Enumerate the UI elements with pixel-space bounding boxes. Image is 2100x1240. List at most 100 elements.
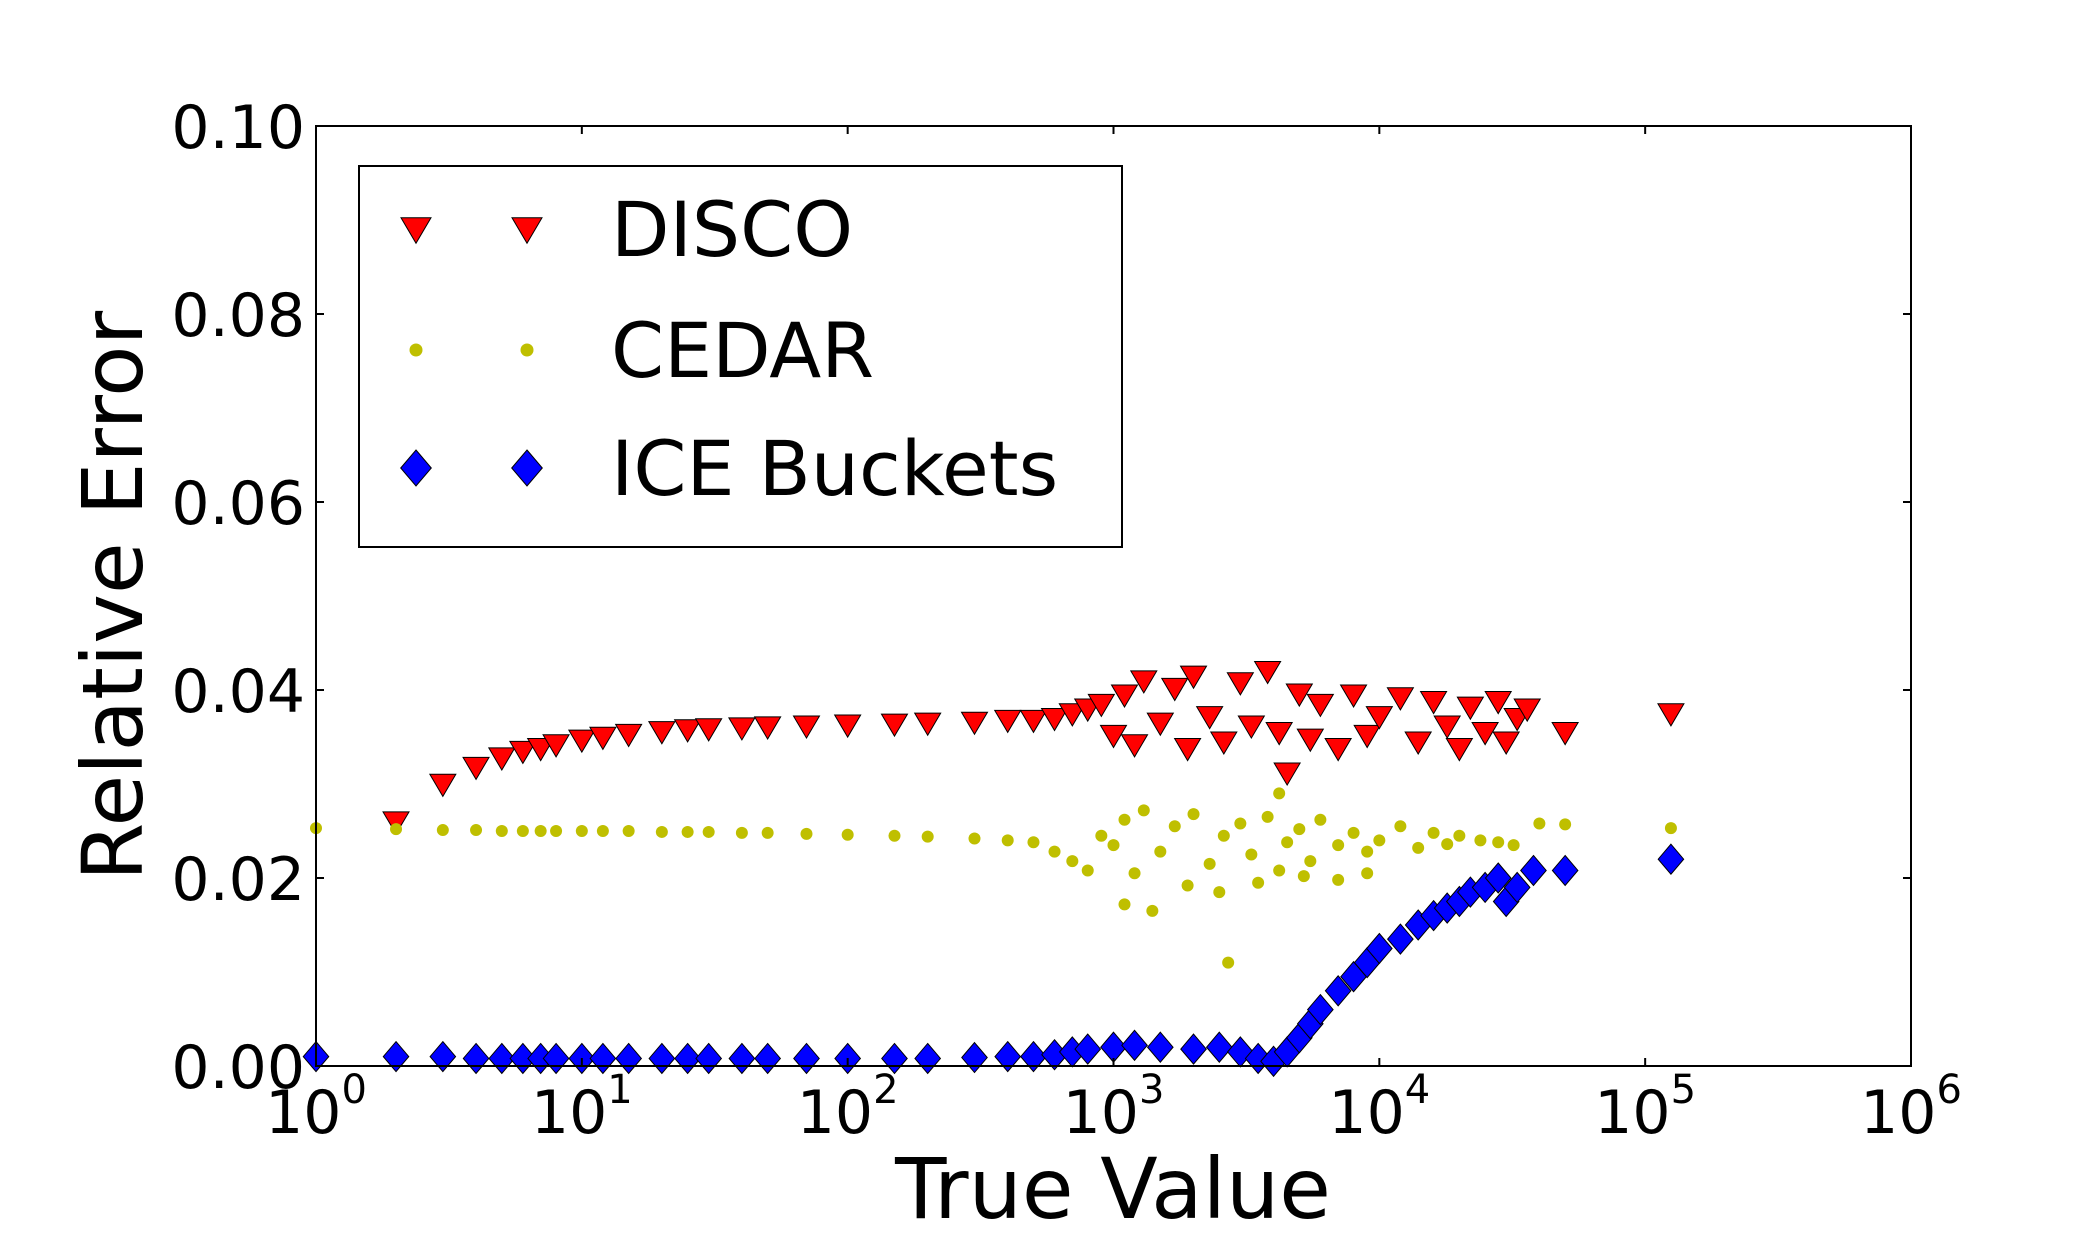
data-point: [1128, 867, 1141, 880]
data-point: [833, 714, 862, 739]
data-point: [1226, 672, 1255, 696]
data-point: [993, 709, 1022, 734]
data-point: [516, 825, 529, 837]
data-point: [1173, 738, 1202, 762]
data-point: [960, 711, 989, 736]
data-point: [1205, 1031, 1233, 1063]
data-point: [1394, 820, 1407, 833]
data-point: [1456, 696, 1485, 721]
data-point: [1273, 864, 1286, 877]
data-point: [1222, 956, 1235, 969]
data-point: [681, 825, 694, 838]
data-point: [1412, 841, 1425, 854]
data-point: [968, 832, 981, 845]
data-point: [1306, 693, 1335, 718]
axis-ticks: 100 101 102 103 104 105 106 0.00 0.02 0.04 0.06 0.0…: [171, 93, 1962, 1148]
data-point: [382, 811, 410, 835]
data-point: [880, 713, 909, 738]
data-point: [487, 747, 516, 772]
data-point: [1419, 691, 1448, 715]
data-point: [1179, 665, 1208, 690]
data-point: [1187, 808, 1200, 821]
data-point: [1273, 762, 1302, 787]
data-point: [994, 1040, 1022, 1073]
data-point: [1533, 817, 1546, 830]
data-point: [1361, 845, 1374, 858]
data-point: [673, 719, 702, 743]
data-point: [1297, 870, 1310, 883]
data-point: [888, 829, 901, 842]
legend-entry-disco: DISCO: [400, 185, 853, 274]
data-point: [1146, 1031, 1174, 1063]
data-point: [1339, 684, 1368, 709]
data-marks: [302, 660, 1685, 1078]
data-point: [1120, 734, 1149, 758]
data-point: [1324, 975, 1352, 1007]
data-point: [728, 717, 756, 741]
data-point: [1386, 687, 1415, 711]
data-point: [1027, 836, 1040, 849]
data-point: [1129, 670, 1158, 694]
data-point: [1285, 683, 1314, 708]
data-point: [1484, 691, 1513, 715]
data-point: [614, 723, 643, 748]
data-point: [436, 824, 449, 837]
data-point: [1347, 826, 1360, 839]
legend-marker: [520, 343, 534, 357]
data-point: [1551, 854, 1579, 887]
data-point: [1484, 862, 1512, 894]
x-tick-label: 104: [1328, 1067, 1430, 1148]
data-point: [702, 825, 715, 838]
data-point: [1252, 876, 1265, 889]
data-point: [1520, 854, 1547, 887]
data-point: [1146, 712, 1175, 737]
data-point: [1304, 855, 1317, 868]
data-point: [1492, 731, 1521, 756]
data-point: [1137, 804, 1150, 817]
y-tick-label: 0.06: [171, 469, 305, 539]
data-point: [550, 825, 563, 837]
data-point: [526, 738, 555, 762]
data-point: [647, 721, 676, 745]
data-point: [800, 827, 813, 840]
data-point: [1154, 845, 1167, 858]
legend-marker: [400, 217, 432, 245]
legend: DISCO CEDAR ICE Buckets: [358, 165, 1123, 548]
data-point: [1074, 1033, 1102, 1065]
series-cedar: [310, 787, 1677, 969]
data-point: [382, 1040, 410, 1073]
y-axis-title: Relative Error: [64, 310, 162, 881]
data-point: [1427, 826, 1440, 839]
data-point: [1058, 703, 1087, 727]
data-point: [1048, 845, 1061, 858]
data-point: [761, 826, 774, 839]
legend-marker: [511, 449, 543, 487]
data-point: [1657, 843, 1685, 875]
data-point: [1146, 904, 1159, 917]
data-point: [1324, 738, 1353, 762]
data-point: [567, 729, 596, 754]
data-point: [1471, 722, 1499, 746]
data-point: [1507, 839, 1520, 852]
legend-box: [358, 165, 1123, 548]
data-point: [1261, 810, 1274, 823]
legend-label: CEDAR: [611, 306, 874, 395]
data-point: [1217, 829, 1230, 842]
data-point: [753, 716, 782, 740]
data-point: [1273, 787, 1286, 800]
data-point: [735, 826, 748, 839]
data-point: [596, 825, 609, 837]
data-point: [462, 756, 490, 781]
data-point: [1503, 871, 1531, 904]
data-point: [1019, 709, 1048, 734]
data-point: [1314, 813, 1327, 826]
data-point: [1445, 738, 1474, 762]
data-point: [470, 824, 483, 837]
legend-marker: [400, 449, 432, 487]
data-point: [1209, 731, 1238, 756]
data-point: [1110, 684, 1139, 709]
data-point: [508, 740, 537, 765]
data-point: [495, 825, 508, 837]
x-tick-label: 101: [531, 1067, 633, 1148]
